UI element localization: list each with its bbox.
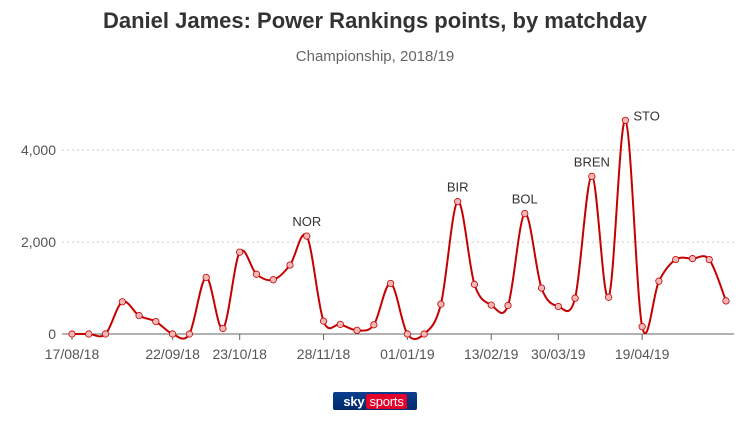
data-points xyxy=(68,116,730,338)
chart-subtitle: Championship, 2018/19 xyxy=(295,48,455,65)
data-point xyxy=(387,279,395,288)
data-point xyxy=(688,255,697,263)
data-point xyxy=(68,330,76,338)
data-point xyxy=(169,330,177,338)
peak-annotation-label: STO xyxy=(633,108,660,123)
data-point xyxy=(521,209,529,218)
x-tick-label: 30/03/19 xyxy=(531,346,586,362)
x-tick-label: 19/04/19 xyxy=(615,346,670,362)
x-tick-label: 28/11/18 xyxy=(297,346,351,362)
data-point xyxy=(588,172,596,180)
data-point xyxy=(336,320,344,328)
data-point xyxy=(437,300,445,308)
data-point xyxy=(85,330,93,338)
data-point xyxy=(101,330,110,338)
data-point xyxy=(135,312,143,320)
y-axis-ticks: 0 2,000 4,000 xyxy=(21,142,56,342)
data-point xyxy=(319,317,328,325)
data-point xyxy=(621,116,629,124)
data-point xyxy=(420,330,428,338)
data-point xyxy=(722,297,730,305)
peak-annotations: NOR BIR BOL BREN STO xyxy=(292,108,660,229)
peak-annotation-label: NOR xyxy=(292,214,321,229)
data-point xyxy=(672,255,680,264)
data-point xyxy=(252,270,261,278)
data-point xyxy=(571,294,579,302)
data-point xyxy=(554,302,562,311)
y-tick-label: 0 xyxy=(48,326,56,342)
data-point xyxy=(403,330,411,338)
data-point xyxy=(370,321,378,329)
data-point xyxy=(638,323,646,331)
data-point xyxy=(118,298,126,306)
data-point xyxy=(152,317,160,326)
data-point xyxy=(705,255,713,264)
data-point xyxy=(470,280,479,288)
x-tick-label: 01/01/19 xyxy=(380,346,435,362)
series-line xyxy=(72,119,727,341)
y-tick-label: 4,000 xyxy=(21,142,56,158)
peak-annotation-label: BOL xyxy=(512,192,538,207)
data-point xyxy=(655,277,663,285)
logo-sports-text: sports xyxy=(366,393,407,409)
data-point xyxy=(269,276,277,284)
y-tick-label: 2,000 xyxy=(21,234,56,250)
data-point xyxy=(303,232,311,240)
logo-sky-text: sky xyxy=(343,393,365,409)
grid-lines xyxy=(62,149,734,335)
x-tick-label: 23/10/18 xyxy=(212,346,267,362)
data-point xyxy=(236,248,244,256)
x-axis-ticks: 17/08/18 22/09/18 23/10/18 28/11/18 01/01/19… xyxy=(45,334,670,362)
data-point xyxy=(487,301,495,309)
data-point xyxy=(605,293,613,301)
data-point xyxy=(537,284,546,292)
x-tick-label: 17/08/18 xyxy=(45,346,100,362)
data-point xyxy=(286,261,294,269)
data-point xyxy=(202,273,210,282)
data-point xyxy=(219,324,227,333)
data-point xyxy=(504,301,512,310)
x-tick-label: 22/09/18 xyxy=(145,346,200,362)
data-point xyxy=(454,198,462,206)
chart-title: Daniel James: Power Rankings points, by … xyxy=(102,8,648,33)
data-point xyxy=(185,330,193,338)
peak-annotation-label: BIR xyxy=(447,180,469,195)
data-point xyxy=(353,326,361,334)
x-tick-label: 13/02/19 xyxy=(464,346,519,362)
sky-sports-logo: sky sports xyxy=(333,392,417,410)
peak-annotation-label: BREN xyxy=(574,154,610,169)
